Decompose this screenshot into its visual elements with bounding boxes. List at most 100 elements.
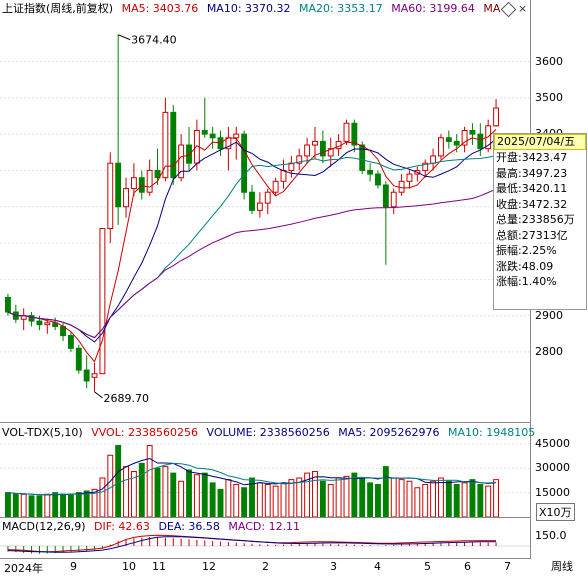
volume-unit: X10万 — [536, 503, 575, 521]
volume-header: VOL-TDX(5,10) VVOL: 2338560256 VOLUME: 2… — [2, 426, 540, 439]
volume-tick-label: 30000 — [535, 461, 570, 475]
volume-pane[interactable] — [0, 423, 531, 518]
volume-bar — [233, 484, 240, 517]
volume-bar — [91, 488, 98, 517]
volume-bar — [304, 472, 311, 517]
volume-bar — [461, 482, 468, 517]
volume-bar — [36, 495, 43, 517]
volume-tick-label: 45000 — [535, 436, 570, 450]
tooltip-row: 振幅:2.25% — [496, 244, 557, 257]
low-marker — [94, 391, 103, 399]
volume-bar — [343, 475, 350, 517]
price-pane[interactable]: 上证指数(周线,前复权) MA5: 3403.76 MA10: 3370.32 … — [0, 0, 531, 423]
volume-bar — [485, 485, 492, 517]
tooltip-row: 收盘:3472.32 — [496, 197, 568, 211]
candle-body — [170, 111, 177, 179]
candle-body — [406, 173, 413, 182]
candle-body — [264, 191, 271, 204]
volume-bar — [477, 484, 484, 517]
tooltip-row: 最高:3497.23 — [496, 166, 568, 180]
candle-body — [312, 140, 318, 146]
chart-title: 上证指数(周线,前复权) — [2, 2, 114, 15]
dea-label: DEA: 36.58 — [158, 520, 220, 533]
volume-bar — [123, 466, 129, 517]
price-tick-label: 2800 — [535, 344, 563, 358]
candle-body — [493, 107, 500, 127]
tooltip-row: 涨跌:48.09 — [496, 259, 554, 273]
candle-body — [469, 130, 476, 135]
volume-bar — [178, 480, 185, 517]
volume-bar — [4, 492, 11, 517]
macd-indicator-name: MACD(12,26,9) — [2, 520, 86, 533]
ma20-line — [7, 155, 497, 339]
candle-body — [453, 140, 460, 146]
volume-bar — [12, 493, 19, 517]
dea-line — [7, 536, 497, 553]
vol-indicator-name: VOL-TDX(5,10) — [2, 426, 83, 439]
time-tick-label: 3 — [330, 560, 337, 573]
time-tick-label: 9 — [70, 560, 77, 573]
candle-body — [256, 202, 263, 211]
volume-label: VOLUME: 2338560256 — [206, 426, 330, 439]
candle-body — [367, 169, 374, 175]
candle-body — [343, 122, 350, 142]
macd-pane[interactable] — [0, 518, 531, 559]
volume-bar — [75, 492, 82, 517]
candle-body — [138, 177, 145, 193]
volume-bar — [359, 477, 366, 517]
candle-body — [390, 191, 397, 208]
candle-body — [209, 133, 216, 139]
tooltip-row: 最低:3420.11 — [496, 182, 568, 195]
volume-bar — [249, 477, 255, 517]
candle-body — [186, 144, 192, 164]
candle-body — [438, 137, 444, 157]
candle-body — [296, 155, 303, 164]
candle-body — [280, 169, 287, 182]
tooltip-date: 2025/07/04/五 — [494, 134, 586, 150]
candle-body — [201, 130, 208, 135]
volume-tick-label: 15000 — [535, 485, 570, 499]
candle-body — [430, 155, 437, 164]
volume-bar — [430, 480, 437, 517]
volume-bar — [312, 471, 318, 517]
time-tick-label: 2 — [262, 560, 269, 573]
candle-body — [351, 122, 358, 146]
ohlc-tooltip: 2025/07/04/五 开盘:3423.47 最高:3497.23 最低:3420… — [493, 133, 587, 310]
volume-ma10-line — [7, 462, 497, 496]
volume-bar — [186, 469, 192, 517]
volume-bar — [146, 445, 153, 517]
vvol-label: VVOL: 2338560256 — [91, 426, 199, 439]
high-annotation: 3674.40 — [131, 34, 177, 47]
volume-bar — [280, 482, 287, 517]
volume-bar — [115, 445, 122, 517]
candle-body — [272, 180, 279, 193]
time-tick-label: 2024年 — [4, 562, 43, 575]
volume-bar — [67, 493, 74, 517]
macd-value-label: MACD: 12.11 — [228, 520, 301, 533]
tooltip-row: 涨幅:1.40% — [496, 275, 557, 288]
volume-bar — [296, 477, 303, 517]
candle-body — [319, 140, 326, 157]
candle-body — [241, 133, 248, 193]
candle-body — [233, 133, 240, 139]
volume-bar — [375, 484, 381, 517]
ma10-line — [7, 138, 497, 343]
vol-ma10-label: MA10: 1948105 — [448, 426, 536, 439]
candle-body — [249, 191, 255, 211]
volume-bar — [272, 485, 279, 517]
price-chart: 3674.40 2689.70 — [0, 34, 530, 405]
candle-body — [382, 184, 389, 208]
period-label[interactable]: 周线 — [551, 560, 573, 573]
volume-bar — [335, 477, 342, 517]
ma5-label: MA5: 3403.76 — [121, 2, 199, 15]
candle-body — [4, 296, 11, 313]
volume-bar — [83, 490, 90, 517]
ma20-label: MA20: 3353.17 — [299, 2, 383, 15]
volume-bar — [382, 466, 389, 517]
tooltip-row: 总额:27313亿 — [496, 228, 568, 242]
vol-ma5-label: MA5: 2095262976 — [338, 426, 440, 439]
close-icon[interactable]: × — [518, 2, 528, 15]
volume-bar — [453, 484, 460, 517]
ma5-line — [7, 129, 497, 363]
main-header: 上证指数(周线,前复权) MA5: 3403.76 MA10: 3370.32 … — [2, 2, 505, 15]
